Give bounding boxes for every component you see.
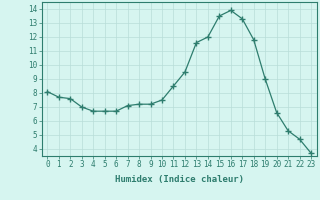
X-axis label: Humidex (Indice chaleur): Humidex (Indice chaleur) (115, 175, 244, 184)
